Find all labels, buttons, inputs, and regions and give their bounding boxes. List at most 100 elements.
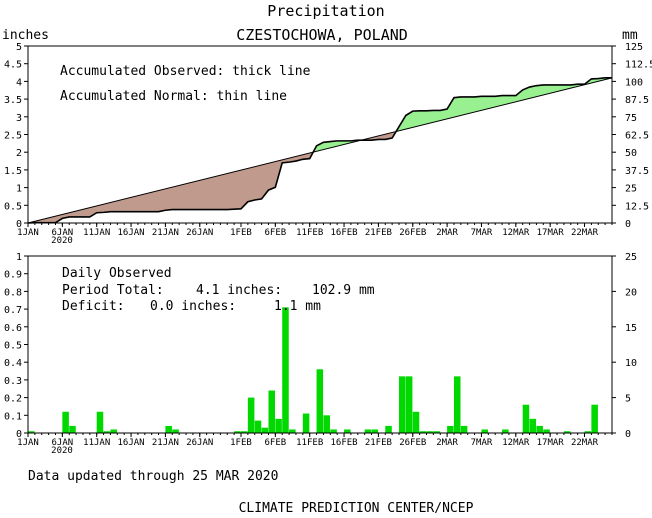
daily-x-tick-label: 22MAR (571, 438, 599, 448)
acc-x-tick-label: 26JAN (186, 228, 213, 238)
deficit-area (226, 171, 235, 210)
daily-bar (522, 404, 530, 433)
daily-bar (344, 429, 351, 433)
acc-x-tick-label: 21FEB (365, 228, 392, 238)
deficit-label: Deficit: (62, 299, 125, 314)
acc-right-tick-label: 100 (625, 77, 643, 88)
daily-left-tick-label: 1 (16, 252, 22, 263)
surplus-area (474, 95, 482, 113)
acc-x-tick-label: 16FEB (331, 228, 358, 238)
daily-left-tick-label: 0.6 (4, 323, 22, 334)
daily-left-tick-label: 0.2 (4, 394, 22, 405)
daily-bar (330, 429, 337, 433)
daily-bar (275, 418, 282, 433)
daily-bar (69, 425, 76, 433)
daily-bar (447, 425, 454, 433)
acc-x-tick-label: 7MAR (471, 228, 493, 238)
surplus-area (419, 110, 427, 126)
daily-x-tick-label: 6FEB (264, 438, 286, 448)
period-total-mm: 102.9 mm (312, 283, 375, 298)
acc-x-tick-label: 6JAN (52, 228, 74, 238)
daily-x-tick-label: 1FEB (230, 438, 252, 448)
daily-bar (453, 376, 461, 433)
daily-right-tick-label: 0 (625, 429, 631, 440)
credit-footer: CLIMATE PREDICTION CENTER/NCEP (239, 501, 474, 516)
deficit-area (172, 185, 180, 210)
acc-left-tick-label: 2 (16, 148, 22, 159)
daily-left-tick-label: 0 (16, 429, 22, 440)
deficit-area (165, 186, 173, 211)
acc-left-tick-label: 3 (16, 113, 22, 124)
surplus-area (460, 96, 468, 116)
daily-bar (385, 425, 392, 433)
daily-bar (591, 404, 598, 433)
acc-x-tick-label: 2MAR (436, 228, 458, 238)
acc-right-tick-label: 112.5 (625, 60, 652, 71)
acc-left-tick-label: 1 (16, 184, 22, 195)
daily-bar (426, 431, 434, 433)
acc-right-tick-label: 0 (625, 219, 631, 230)
acc-x-tick-label: 1JAN (17, 228, 39, 238)
daily-left-tick-label: 0.1 (4, 411, 22, 422)
daily-bar (529, 418, 537, 433)
daily-bar (289, 429, 296, 433)
acc-left-tick-label: 3.5 (4, 95, 22, 106)
daily-bar (412, 411, 420, 433)
deficit-area (254, 164, 262, 201)
chart-subtitle: CZESTOCHOWA, POLAND (236, 26, 408, 44)
daily-bar (563, 431, 571, 433)
daily-bar (460, 425, 468, 433)
daily-bar (254, 420, 262, 433)
daily-bar (240, 431, 248, 433)
daily-legend-title: Daily Observed (62, 266, 172, 281)
observed-accumulated-line (27, 77, 612, 224)
acc-right-tick-label: 25 (625, 184, 637, 195)
acc-right-tick-label: 75 (625, 113, 637, 124)
daily-bar (536, 425, 543, 433)
legend-observed: Accumulated Observed: thick line (60, 64, 311, 79)
daily-bar (268, 390, 275, 433)
deficit-area (123, 197, 132, 212)
deficit-area (220, 173, 228, 210)
daily-bar (172, 429, 179, 433)
daily-bar (433, 431, 440, 433)
daily-left-axis: 0 0.1 0.2 0.3 0.4 0.5 0.6 0.7 0.8 0.9 1 (4, 252, 28, 440)
right-unit-label: mm (622, 28, 638, 43)
acc-x-tick-label: 11FEB (296, 228, 323, 238)
daily-x-tick-label: 21FEB (365, 438, 392, 448)
daily-year-label: 2020 (51, 446, 73, 456)
daily-left-tick-label: 0.9 (4, 270, 22, 281)
daily-bar (399, 376, 406, 433)
deficit-area (233, 169, 242, 210)
daily-bar (323, 415, 330, 433)
acc-right-tick-label: 62.5 (625, 131, 649, 142)
daily-x-tick-label: 7MAR (471, 438, 493, 448)
daily-x-tick-label: 16FEB (331, 438, 358, 448)
deficit-area (192, 179, 201, 210)
daily-x-tick-label: 1JAN (17, 438, 39, 448)
daily-x-tick-label: 26JAN (186, 438, 213, 448)
acc-right-tick-label: 125 (625, 42, 643, 53)
deficit-area (158, 188, 166, 212)
daily-right-tick-label: 15 (625, 323, 637, 334)
deficit-area (199, 178, 207, 210)
daily-left-tick-label: 0.5 (4, 341, 22, 352)
acc-x-tick-label: 11JAN (83, 228, 110, 238)
acc-x-tick-label: 21JAN (152, 228, 179, 238)
daily-bar (302, 413, 310, 433)
daily-x-tick-label: 6JAN (52, 438, 74, 448)
deficit-area (185, 181, 194, 210)
daily-bar (247, 397, 255, 433)
acc-right-tick-label: 50 (625, 148, 637, 159)
legend-normal: Accumulated Normal: thin line (60, 89, 287, 104)
daily-bar (543, 429, 550, 433)
chart-title: Precipitation (267, 2, 384, 20)
daily-bar (481, 429, 488, 433)
surplus-area (467, 96, 475, 115)
deficit-area (206, 176, 214, 210)
deficit-area (144, 191, 152, 212)
daily-x-tick-label: 17MAR (537, 438, 565, 448)
acc-left-tick-label: 5 (16, 42, 22, 53)
daily-bar (371, 429, 379, 433)
